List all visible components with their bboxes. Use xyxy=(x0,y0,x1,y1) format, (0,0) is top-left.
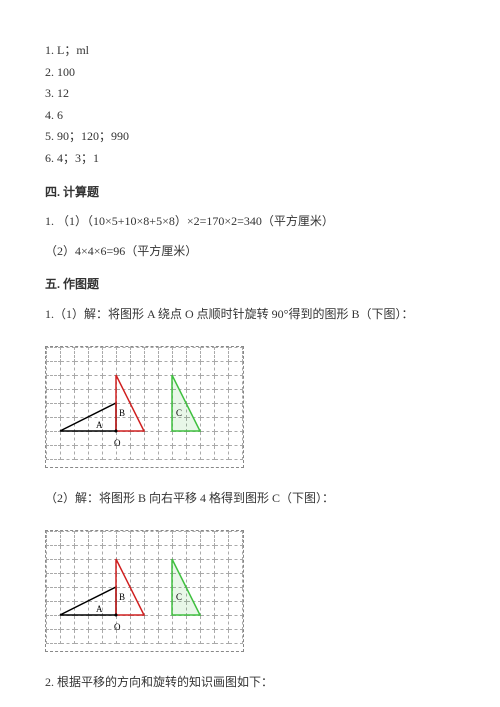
answer-list: 1. L；ml 2. 100 3. 12 4. 6 5. 90；120；990 … xyxy=(45,40,455,170)
calc-1-1: 1. （1）（10×5+10×8+5×8）×2=170×2=340（平方厘米） xyxy=(45,211,455,233)
calc-1-2: （2）4×4×6=96（平方厘米） xyxy=(45,241,455,263)
section-4-title: 四. 计算题 xyxy=(45,182,455,204)
answer-item: 6. 4；3；1 xyxy=(45,148,455,170)
answer-item: 1. L；ml xyxy=(45,40,455,62)
answer-item: 4. 6 xyxy=(45,105,455,127)
answer-item: 2. 100 xyxy=(45,62,455,84)
figure-1: ABCO xyxy=(45,346,244,469)
answer-item: 3. 12 xyxy=(45,83,455,105)
draw-1-2: （2）解：将图形 B 向右平移 4 格得到图形 C（下图）： xyxy=(45,488,455,510)
figure-2: ABCO xyxy=(45,530,244,653)
draw-1-1: 1.（1）解：将图形 A 绕点 O 点顺时针旋转 90°得到的图形 B（下图）： xyxy=(45,304,455,326)
answer-item: 5. 90；120；990 xyxy=(45,126,455,148)
section-5-title: 五. 作图题 xyxy=(45,274,455,296)
draw-2: 2. 根据平移的方向和旋转的知识画图如下： xyxy=(45,672,455,694)
